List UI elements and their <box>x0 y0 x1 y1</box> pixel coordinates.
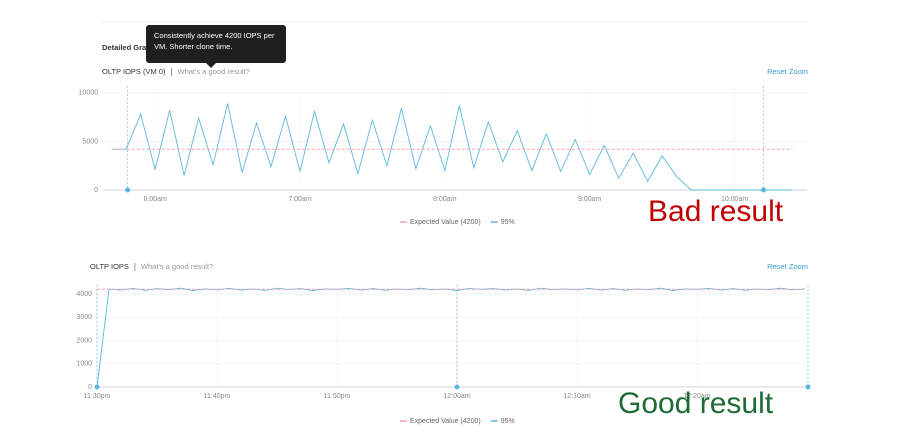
x-tick-label: 11:30pm <box>84 393 111 400</box>
annotation: Good result <box>618 387 774 420</box>
legend-label: 95% <box>501 418 515 425</box>
x-tick-label: 11:40pm <box>204 393 231 400</box>
y-tick-label: 0 <box>88 384 92 391</box>
annotation: Bad result <box>648 195 784 228</box>
y-tick-label: 3000 <box>76 314 92 321</box>
legend-label: Expected Value (4200) <box>410 219 481 226</box>
x-tick-label: 7:00am <box>288 196 312 203</box>
x-tick-label: 12:20am <box>683 393 710 400</box>
x-tick-label: 8:00am <box>433 196 457 203</box>
zoom-marker-dot <box>454 384 460 390</box>
chart-title: OLTP IOPS <box>90 262 129 271</box>
x-tick-label: 11:50pm <box>324 393 351 400</box>
y-tick-label: 5000 <box>82 138 98 145</box>
y-tick-label: 0 <box>94 187 98 194</box>
y-tick-label: 10000 <box>79 90 99 97</box>
data-line <box>111 103 793 191</box>
y-tick-label: 2000 <box>76 337 92 344</box>
tooltip: Consistently achieve 4200 IOPS per VM. S… <box>146 25 286 68</box>
y-tick-label: 4000 <box>76 291 92 298</box>
y-tick-label: 1000 <box>76 361 92 368</box>
legend-label: 95% <box>501 219 515 226</box>
legend-label: Expected Value (4200) <box>410 418 481 425</box>
help-link[interactable]: What's a good result? <box>178 67 250 76</box>
x-tick-label: 12:10am <box>563 393 590 400</box>
chart-title: OLTP IOPS (VM 0) <box>102 67 166 76</box>
reset-zoom[interactable]: Reset Zoom <box>767 262 808 271</box>
help-link[interactable]: What's a good result? <box>141 262 213 271</box>
section-title: Detailed Gra <box>102 43 147 52</box>
x-tick-label: 9:00am <box>578 196 602 203</box>
data-line <box>96 287 806 388</box>
x-tick-label: 10:00am <box>721 196 748 203</box>
zoom-marker-dot <box>805 384 811 390</box>
reset-zoom[interactable]: Reset Zoom <box>767 67 808 76</box>
x-tick-label: 6:00am <box>143 196 167 203</box>
zoom-marker-dot <box>125 187 131 193</box>
x-tick-label: 12:00am <box>443 393 470 400</box>
